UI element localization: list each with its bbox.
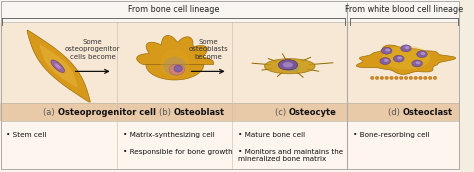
Ellipse shape bbox=[380, 76, 383, 80]
Bar bbox=[0, 0, 460, 22]
Text: • Stem cell: • Stem cell bbox=[6, 132, 46, 138]
Ellipse shape bbox=[412, 60, 422, 67]
Ellipse shape bbox=[278, 60, 298, 70]
Text: Osteoblast: Osteoblast bbox=[174, 108, 225, 117]
Ellipse shape bbox=[382, 47, 392, 54]
Text: (d): (d) bbox=[388, 108, 403, 117]
Ellipse shape bbox=[51, 60, 64, 73]
Ellipse shape bbox=[416, 61, 420, 64]
Ellipse shape bbox=[380, 58, 391, 64]
Bar bbox=[0, 121, 460, 172]
Ellipse shape bbox=[414, 76, 418, 80]
Ellipse shape bbox=[409, 76, 413, 80]
Ellipse shape bbox=[417, 51, 427, 58]
Ellipse shape bbox=[423, 76, 427, 80]
Ellipse shape bbox=[370, 76, 374, 80]
PathPatch shape bbox=[356, 45, 456, 74]
Text: Some
osteoblasts
become: Some osteoblasts become bbox=[188, 39, 228, 60]
Ellipse shape bbox=[405, 46, 410, 49]
PathPatch shape bbox=[137, 35, 214, 80]
Text: • Monitors and maintains the
mineralized bone matrix: • Monitors and maintains the mineralized… bbox=[238, 149, 343, 162]
Ellipse shape bbox=[420, 52, 425, 55]
Text: Osteoprogenitor cell: Osteoprogenitor cell bbox=[58, 108, 156, 117]
Ellipse shape bbox=[404, 76, 408, 80]
Ellipse shape bbox=[433, 76, 437, 80]
Ellipse shape bbox=[401, 45, 411, 52]
Text: (c): (c) bbox=[275, 108, 289, 117]
Text: From white blood cell lineage: From white blood cell lineage bbox=[345, 5, 463, 14]
Ellipse shape bbox=[393, 55, 404, 62]
PathPatch shape bbox=[264, 59, 315, 74]
Text: • Matrix-synthesizing cell: • Matrix-synthesizing cell bbox=[123, 132, 215, 138]
Text: From bone cell lineage: From bone cell lineage bbox=[128, 5, 219, 14]
PathPatch shape bbox=[40, 45, 78, 88]
Ellipse shape bbox=[174, 65, 182, 72]
Text: • Bone-resorbing cell: • Bone-resorbing cell bbox=[353, 132, 429, 138]
Ellipse shape bbox=[55, 63, 61, 69]
Ellipse shape bbox=[419, 76, 422, 80]
Text: • Responsible for bone growth: • Responsible for bone growth bbox=[123, 149, 232, 155]
Bar bbox=[0, 103, 460, 121]
Ellipse shape bbox=[382, 46, 430, 70]
Ellipse shape bbox=[384, 59, 389, 62]
Text: (b): (b) bbox=[159, 108, 174, 117]
Text: Some
osteoprogenitor
cells become: Some osteoprogenitor cells become bbox=[65, 39, 120, 60]
Ellipse shape bbox=[394, 76, 398, 80]
Ellipse shape bbox=[385, 76, 389, 80]
Text: (a): (a) bbox=[44, 108, 58, 117]
Ellipse shape bbox=[385, 49, 390, 52]
Text: Osteocyte: Osteocyte bbox=[289, 108, 337, 117]
Ellipse shape bbox=[164, 57, 186, 76]
Ellipse shape bbox=[397, 56, 402, 60]
Ellipse shape bbox=[428, 76, 432, 80]
Ellipse shape bbox=[390, 76, 393, 80]
Ellipse shape bbox=[375, 76, 379, 80]
PathPatch shape bbox=[27, 30, 90, 102]
Ellipse shape bbox=[283, 62, 293, 68]
Ellipse shape bbox=[169, 64, 185, 75]
Ellipse shape bbox=[400, 76, 403, 80]
Ellipse shape bbox=[286, 64, 299, 71]
Ellipse shape bbox=[160, 49, 189, 77]
Text: Osteoclast: Osteoclast bbox=[403, 108, 453, 117]
Text: • Mature bone cell: • Mature bone cell bbox=[238, 132, 305, 138]
Bar bbox=[0, 22, 460, 103]
